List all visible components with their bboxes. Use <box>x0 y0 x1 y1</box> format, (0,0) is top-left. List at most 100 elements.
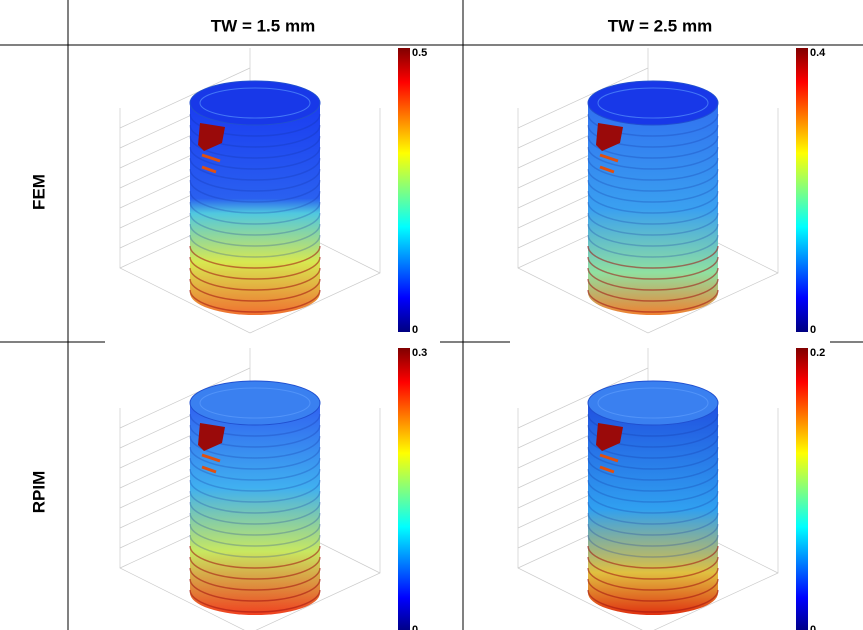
ring <box>189 501 321 525</box>
ring <box>189 479 321 503</box>
cylinder-body <box>190 103 320 315</box>
ring <box>587 468 719 492</box>
ring <box>587 435 719 459</box>
cylinder-top <box>189 80 321 126</box>
ring <box>189 135 321 159</box>
grid-line <box>119 67 251 129</box>
ring <box>189 490 321 514</box>
axis-line <box>517 408 779 630</box>
ring <box>189 424 321 448</box>
axis-line <box>517 108 779 334</box>
cylinder-top <box>189 380 321 426</box>
ring <box>189 567 321 591</box>
ring <box>189 578 321 602</box>
ring <box>189 146 321 170</box>
colorbar-min: 0 <box>412 624 418 630</box>
ring <box>189 212 321 236</box>
hot-spot <box>596 123 623 151</box>
ring <box>587 201 719 225</box>
cylinder-top-inner <box>597 87 709 119</box>
ring <box>587 135 719 159</box>
ring <box>587 289 719 313</box>
ring <box>587 457 719 481</box>
colorbar <box>398 348 410 630</box>
colorbar-max: 0.5 <box>412 47 427 59</box>
ring <box>587 212 719 236</box>
ring <box>189 113 321 137</box>
cylinder <box>587 380 719 615</box>
ring <box>587 413 719 437</box>
plot: 0.30 <box>119 347 427 630</box>
ring <box>189 523 321 547</box>
cylinder-top-inner <box>199 87 311 119</box>
colorbar-max: 0.2 <box>810 347 825 359</box>
ring <box>189 190 321 214</box>
grid-line <box>517 367 649 429</box>
ring <box>587 567 719 591</box>
cylinder <box>587 80 719 315</box>
grid-line <box>119 367 251 429</box>
plot: 0.20 <box>517 347 825 630</box>
cylinder-body <box>190 403 320 615</box>
colorbar-max: 0.4 <box>810 47 826 59</box>
ring <box>189 534 321 558</box>
cylinder-top-inner <box>597 387 709 419</box>
ring <box>189 234 321 258</box>
ring <box>189 201 321 225</box>
colorbar-max: 0.3 <box>412 347 427 359</box>
plot: 0.40 <box>517 47 826 336</box>
ring <box>587 523 719 547</box>
cylinder <box>189 380 321 615</box>
hot-spot <box>198 423 225 451</box>
grid-line <box>517 67 649 129</box>
hot-spot <box>198 123 225 151</box>
axis-line <box>119 408 381 630</box>
axis-line <box>119 108 381 334</box>
ring <box>189 413 321 437</box>
row-label: RPIM <box>29 471 48 514</box>
ring <box>587 157 719 181</box>
row-label: FEM <box>29 174 48 210</box>
ring <box>587 446 719 470</box>
hot-spot-edge <box>599 153 619 174</box>
ring <box>189 223 321 247</box>
ring <box>587 534 719 558</box>
ring <box>587 179 719 203</box>
ring <box>587 124 719 148</box>
ring <box>587 190 719 214</box>
colorbar-min: 0 <box>810 624 816 630</box>
ring <box>189 179 321 203</box>
column-header: TW = 1.5 mm <box>211 16 315 35</box>
ring <box>189 446 321 470</box>
ring <box>587 424 719 448</box>
ring <box>189 289 321 313</box>
cylinder-top <box>587 380 719 426</box>
cylinder-top-inner <box>199 387 311 419</box>
hot-spot-edge <box>201 453 221 474</box>
plot: 0.50 <box>119 47 427 336</box>
ring <box>587 556 719 580</box>
ring <box>189 512 321 536</box>
ring <box>189 556 321 580</box>
ring <box>189 545 321 569</box>
colorbar-min: 0 <box>412 324 418 336</box>
colorbar <box>796 348 808 630</box>
ring <box>587 589 719 613</box>
ring <box>189 278 321 302</box>
ring <box>587 223 719 247</box>
ring <box>189 256 321 280</box>
column-header: TW = 2.5 mm <box>608 16 712 35</box>
ring <box>587 256 719 280</box>
colorbar <box>796 48 808 332</box>
ring <box>189 267 321 291</box>
ring <box>587 501 719 525</box>
ring <box>587 578 719 602</box>
ring <box>587 168 719 192</box>
ring <box>189 245 321 269</box>
cylinder-top <box>587 80 719 126</box>
ring <box>587 278 719 302</box>
ring <box>189 468 321 492</box>
ring <box>587 113 719 137</box>
cylinder-body <box>588 403 718 615</box>
